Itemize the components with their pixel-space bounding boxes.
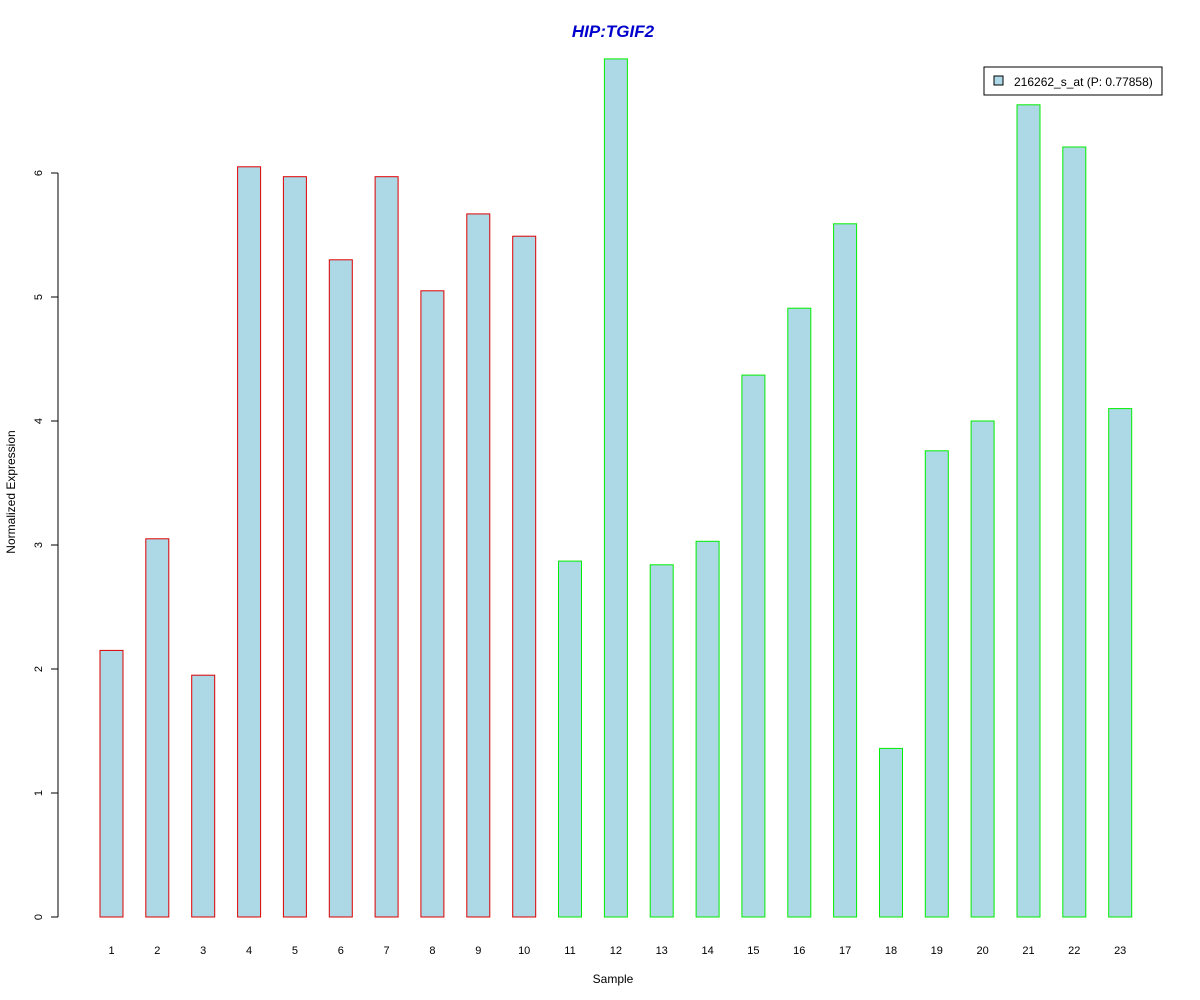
bar-sample-21 bbox=[1016, 104, 1041, 918]
legend-label: 216262_s_at (P: 0.77858) bbox=[1014, 75, 1153, 89]
x-tick-label: 21 bbox=[1022, 945, 1034, 957]
x-axis-label: Sample bbox=[593, 972, 634, 986]
x-tick-label: 13 bbox=[656, 945, 668, 957]
x-tick-label: 9 bbox=[475, 945, 481, 957]
x-tick-label: 16 bbox=[793, 945, 805, 957]
x-tick-label: 8 bbox=[429, 945, 435, 957]
bar-sample-22 bbox=[1062, 146, 1087, 918]
bar-sample-20 bbox=[970, 420, 995, 918]
y-axis: 0 1 2 3 4 5 6 bbox=[33, 170, 59, 920]
x-tick-label: 14 bbox=[701, 945, 713, 957]
x-tick-label: 1 bbox=[108, 945, 114, 957]
legend-box bbox=[983, 66, 1163, 96]
bar-sample-10 bbox=[512, 235, 537, 918]
x-tick-label: 3 bbox=[200, 945, 206, 957]
legend-swatch bbox=[993, 75, 1004, 86]
x-tick-label: 4 bbox=[246, 945, 252, 957]
bar-sample-9 bbox=[466, 213, 491, 918]
x-tick-label: 15 bbox=[747, 945, 759, 957]
bar-sample-6 bbox=[328, 259, 353, 918]
x-tick-label: 18 bbox=[885, 945, 897, 957]
x-tick-label: 23 bbox=[1114, 945, 1126, 957]
bar-sample-23 bbox=[1108, 408, 1133, 918]
bars-layer bbox=[99, 58, 1133, 918]
x-tick-label: 7 bbox=[384, 945, 390, 957]
y-axis-label: Normalized Expression bbox=[4, 430, 18, 553]
y-tick-label: 6 bbox=[33, 170, 45, 176]
x-tick-label: 17 bbox=[839, 945, 851, 957]
x-axis: 1 2 3 4 5 6 7 8 9 10 11 12 13 14 15 16 17 18 19 20 21 22 23 bbox=[108, 945, 1126, 957]
x-tick-label: 11 bbox=[564, 945, 575, 957]
bar-sample-17 bbox=[833, 223, 858, 918]
bar-sample-2 bbox=[145, 538, 170, 918]
bar-sample-12 bbox=[603, 58, 628, 918]
bar-sample-11 bbox=[558, 560, 582, 918]
x-tick-label: 20 bbox=[976, 945, 988, 957]
x-tick-label: 22 bbox=[1068, 945, 1080, 957]
x-tick-label: 10 bbox=[518, 945, 530, 957]
bar-sample-1 bbox=[99, 649, 124, 918]
bar-sample-18 bbox=[879, 747, 903, 918]
bar-sample-15 bbox=[741, 374, 766, 918]
chart-title: HIP:TGIF2 bbox=[572, 22, 655, 41]
legend: 216262_s_at (P: 0.77858) bbox=[983, 66, 1163, 96]
x-tick-label: 6 bbox=[338, 945, 344, 957]
y-tick-label: 4 bbox=[33, 418, 45, 424]
bar-sample-14 bbox=[695, 540, 720, 918]
bar-sample-7 bbox=[374, 176, 399, 918]
bar-sample-16 bbox=[787, 307, 812, 918]
bar-sample-13 bbox=[649, 564, 674, 918]
y-tick-label: 1 bbox=[33, 790, 45, 796]
x-tick-label: 12 bbox=[610, 945, 622, 957]
bar-sample-3 bbox=[191, 674, 216, 918]
y-tick-label: 2 bbox=[33, 666, 45, 672]
y-tick-label: 0 bbox=[33, 914, 45, 920]
bar-sample-4 bbox=[237, 166, 262, 918]
x-tick-label: 19 bbox=[931, 945, 943, 957]
bar-sample-19 bbox=[924, 450, 949, 918]
x-tick-label: 5 bbox=[292, 945, 298, 957]
y-tick-label: 5 bbox=[33, 294, 45, 300]
bar-sample-5 bbox=[282, 176, 307, 918]
bar-sample-8 bbox=[420, 290, 445, 918]
y-tick-label: 3 bbox=[33, 542, 45, 548]
x-tick-label: 2 bbox=[154, 945, 160, 957]
